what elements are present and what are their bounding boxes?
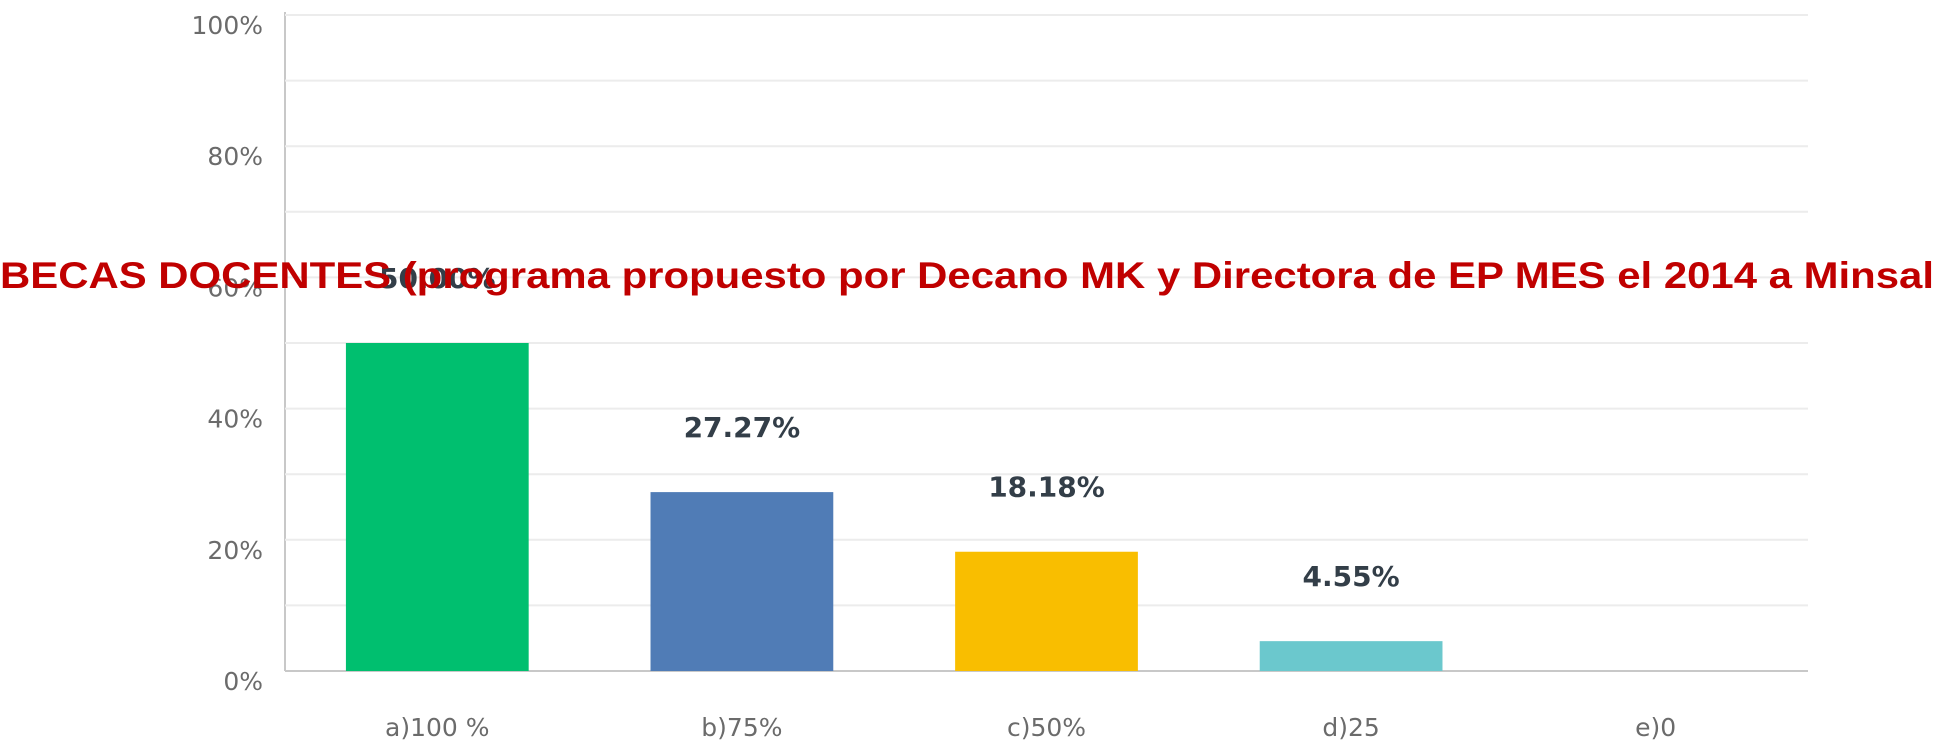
value-label: 18.18% [988, 471, 1105, 504]
bar [345, 343, 529, 671]
bar [1259, 641, 1443, 671]
x-tick-label: e)0 [1635, 713, 1676, 742]
y-tick-label: 0% [223, 667, 263, 696]
value-label: 4.55% [1303, 560, 1400, 593]
plot: 0% 20% 40% 60% 80% 100% a)100 % 50.00% b)75% 27.2… [192, 11, 1808, 742]
bar [955, 551, 1138, 671]
y-tick-label: 40% [207, 405, 263, 434]
chart-title: BECAS DOCENTES (programa propuesto por D… [0, 255, 1934, 296]
value-label: 27.27% [684, 411, 801, 444]
x-tick-label: c)50% [1007, 713, 1086, 742]
y-tick-label: 20% [207, 536, 263, 565]
y-tick-label: 80% [207, 142, 263, 171]
value-label: 50.00% [379, 262, 496, 295]
y-tick-label: 60% [207, 273, 263, 302]
y-tick-label: 100% [192, 11, 263, 40]
x-tick-label: b)75% [701, 713, 782, 742]
bar [650, 492, 834, 671]
x-tick-label: d)25 [1322, 713, 1379, 742]
x-tick-label: a)100 % [385, 713, 490, 742]
